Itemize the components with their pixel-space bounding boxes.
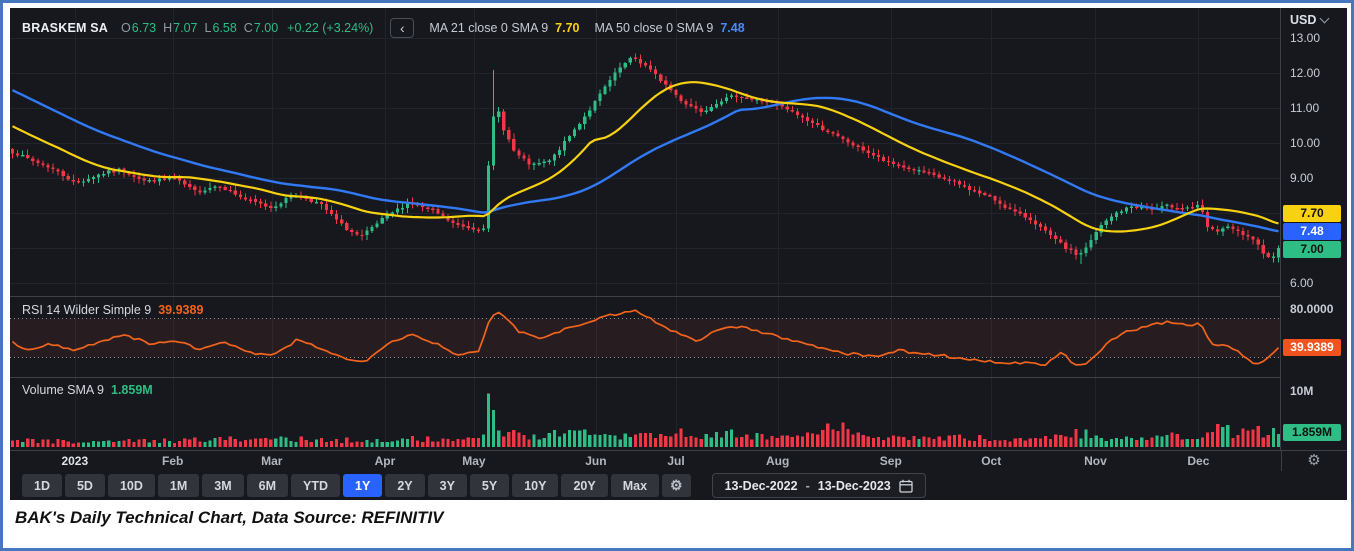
range-button-20y[interactable]: 20Y <box>561 474 608 497</box>
last-price-badge: 7.00 <box>1283 240 1341 258</box>
axis-corner: ⚙ <box>1281 451 1347 471</box>
rsi-pane[interactable]: RSI 14 Wilder Simple 9 39.9389 <box>10 297 1281 377</box>
range-button-10d[interactable]: 10D <box>107 474 155 497</box>
price-tick-10.00: 10.00 <box>1290 136 1321 150</box>
range-button-3m[interactable]: 3M <box>202 474 244 497</box>
volume-label: Volume SMA 9 <box>22 383 104 397</box>
ma50-value: 7.48 <box>720 21 745 35</box>
sma50-line <box>11 89 1279 233</box>
range-button-6m[interactable]: 6M <box>246 474 289 497</box>
price-pane[interactable]: BRASKEM SA O6.73 H7.07 L6.58 C7.00 +0.22… <box>10 8 1281 296</box>
chevron-down-icon <box>1319 13 1330 24</box>
time-tick-oct: Oct <box>981 454 1002 468</box>
price-tick-11.00: 11.00 <box>1290 101 1320 115</box>
range-button-1y[interactable]: 1Y <box>343 474 383 497</box>
range-button-max[interactable]: Max <box>610 474 660 497</box>
time-tick-may: May <box>462 454 486 468</box>
date-to: 13-Dec-2023 <box>817 478 891 493</box>
ma21-label: MA 21 close 0 SMA 9 <box>429 21 549 35</box>
ma21-value: 7.70 <box>555 21 580 35</box>
currency-label: USD <box>1290 13 1317 27</box>
time-tick-nov: Nov <box>1084 454 1107 468</box>
currency-selector[interactable]: USD <box>1290 13 1330 27</box>
rsi-tick-80: 80.0000 <box>1290 301 1334 316</box>
pane-separator <box>10 377 1347 378</box>
range-button-5y[interactable]: 5Y <box>469 474 510 497</box>
price-tick-12.00: 12.00 <box>1290 66 1321 80</box>
range-toolbar: 1D 5D 10D 1M 3M 6M YTD 1Y 2Y 3Y 5Y 10Y 20Y Max ⚙ 13-D… <box>10 471 1347 500</box>
chart-settings-gear-button[interactable]: ⚙ <box>662 474 691 497</box>
ohlc-open: O6.73 <box>121 21 157 35</box>
price-tick-13.00: 13.00 <box>1290 31 1321 45</box>
date-range-picker[interactable]: 13-Dec-2022 - 13-Dec-2023 <box>711 473 926 498</box>
time-tick-sep: Sep <box>879 454 902 468</box>
range-button-ytd[interactable]: YTD <box>291 474 341 497</box>
range-button-10y[interactable]: 10Y <box>512 474 559 497</box>
price-tick-9.00: 9.00 <box>1290 171 1314 185</box>
axis-settings-gear-icon[interactable]: ⚙ <box>1307 452 1321 469</box>
time-tick-feb: Feb <box>162 454 184 468</box>
rsi-legend: RSI 14 Wilder Simple 9 39.9389 <box>22 303 203 317</box>
rsi-chart-svg <box>10 297 1281 377</box>
range-button-3y[interactable]: 3Y <box>427 474 467 497</box>
chart-legend: BRASKEM SA O6.73 H7.07 L6.58 C7.00 +0.22… <box>22 18 745 38</box>
change-value: +0.22 (+3.24%) <box>287 21 374 35</box>
time-tick-aug: Aug <box>766 454 790 468</box>
time-tick-dec: Dec <box>1187 454 1210 468</box>
trading-chart-app: BRASKEM SA O6.73 H7.07 L6.58 C7.00 +0.22… <box>10 8 1347 500</box>
range-button-2y[interactable]: 2Y <box>385 474 425 497</box>
sma21-line <box>12 81 1279 233</box>
sma50-price-badge: 7.48 <box>1283 222 1341 240</box>
symbol-name: BRASKEM SA <box>22 21 109 35</box>
volume-value: 1.859M <box>111 383 153 397</box>
collapse-indicators-button[interactable]: ‹ <box>390 18 415 38</box>
price-tick-6.00: 6.00 <box>1290 276 1314 290</box>
calendar-icon <box>899 479 913 493</box>
time-axis[interactable]: 2023 Feb Mar Apr May Jun Jul Aug Sep Oct Nov Dec ⚙ <box>10 450 1347 471</box>
time-tick-mar: Mar <box>261 454 283 468</box>
ma50-label: MA 50 close 0 SMA 9 <box>594 21 714 35</box>
figure-caption: BAK's Daily Technical Chart, Data Source… <box>15 508 444 527</box>
sma21-price-badge: 7.70 <box>1283 204 1341 222</box>
range-button-1d[interactable]: 1D <box>22 474 62 497</box>
rsi-value: 39.9389 <box>158 303 204 317</box>
volume-legend: Volume SMA 9 1.859M <box>22 383 153 397</box>
date-range-separator: - <box>805 478 810 493</box>
volume-pane[interactable]: Volume SMA 9 1.859M <box>10 378 1281 449</box>
date-from: 13-Dec-2022 <box>724 478 798 493</box>
range-button-5d[interactable]: 5D <box>64 474 105 497</box>
volume-value-badge: 1.859M <box>1283 424 1341 442</box>
rsi-band <box>10 318 1281 358</box>
volume-bars-group <box>10 393 1281 447</box>
rsi-line <box>11 309 1280 366</box>
range-button-1m[interactable]: 1M <box>157 474 200 497</box>
price-gridlines <box>10 8 1281 296</box>
range-buttons: 1D 5D 10D 1M 3M 6M YTD 1Y 2Y 3Y 5Y 10Y 20Y Max <box>22 474 662 497</box>
pane-separator <box>10 296 1347 297</box>
ohlc-close: C7.00 <box>243 21 279 35</box>
rsi-value-badge: 39.9389 <box>1283 339 1341 357</box>
time-tick-apr: Apr <box>374 454 396 468</box>
rsi-label: RSI 14 Wilder Simple 9 <box>22 303 152 317</box>
candles-group <box>10 53 1281 264</box>
volume-tick-10m: 10M <box>1290 384 1314 398</box>
month-labels: 2023 Feb Mar Apr May Jun Jul Aug Sep Oct Nov Dec <box>10 451 1282 471</box>
ohlc-high: H7.07 <box>163 21 198 35</box>
ohlc-low: L6.58 <box>204 21 237 35</box>
price-axis[interactable]: USD 13.00 12.00 11.00 10.00 9.00 6.00 80.0000 1… <box>1280 8 1347 450</box>
time-tick-jun: Jun <box>585 454 607 468</box>
volume-chart-svg <box>10 378 1281 449</box>
price-chart-svg <box>10 8 1281 296</box>
time-tick-2023: 2023 <box>61 454 89 468</box>
time-tick-jul: Jul <box>667 454 685 468</box>
